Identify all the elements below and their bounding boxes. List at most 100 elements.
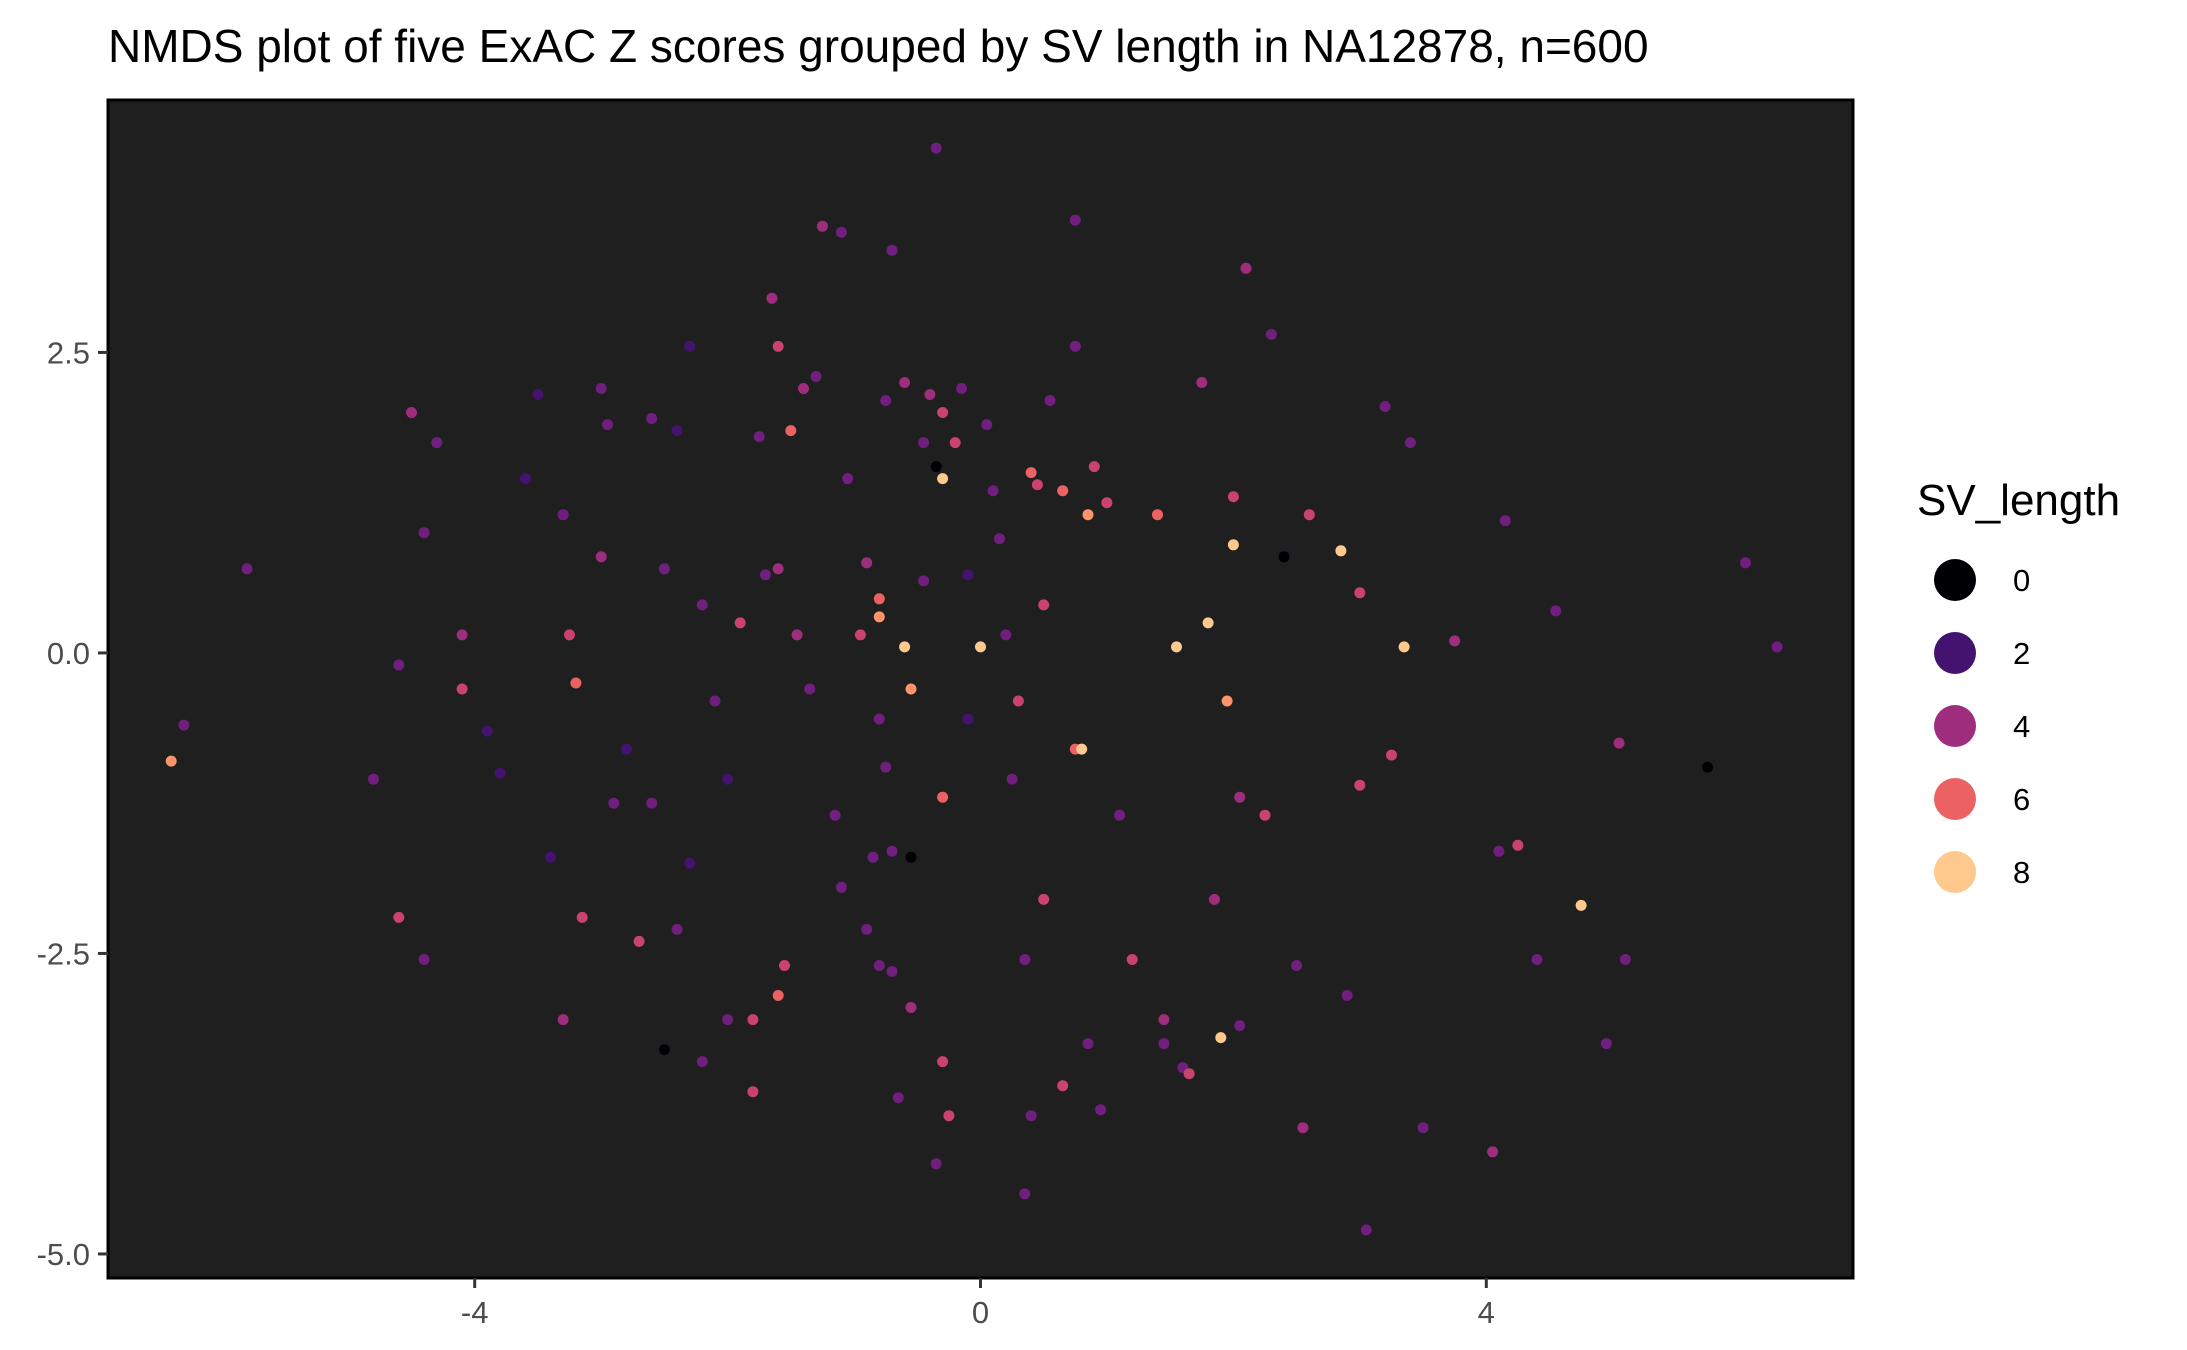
data-point: [1069, 214, 1081, 226]
data-point: [930, 142, 942, 154]
data-point: [1101, 497, 1113, 509]
data-point: [1499, 515, 1511, 527]
data-point: [709, 695, 721, 707]
data-point: [1417, 1122, 1429, 1134]
data-point: [576, 911, 588, 923]
data-point: [1600, 1038, 1612, 1050]
data-point: [924, 389, 936, 400]
data-point: [747, 1014, 759, 1026]
data-point: [842, 473, 854, 485]
data-point: [1183, 1068, 1195, 1080]
data-point: [835, 881, 847, 893]
axes: -4 0 4 -5.0 -2.5 0.0 2.5: [37, 335, 1495, 1330]
data-point: [816, 220, 828, 232]
data-point: [854, 629, 866, 641]
data-point: [1335, 545, 1347, 557]
data-point: [684, 857, 696, 869]
data-point: [1082, 1038, 1094, 1050]
data-point: [779, 960, 790, 971]
data-point: [608, 797, 620, 809]
data-point: [545, 851, 557, 863]
data-point: [595, 551, 607, 563]
data-point: [633, 935, 645, 947]
data-point: [1386, 749, 1397, 761]
data-point: [1019, 1188, 1031, 1200]
data-point: [1196, 377, 1208, 388]
data-point: [873, 960, 885, 971]
data-point: [1619, 954, 1631, 965]
legend-key: [1934, 851, 1976, 893]
data-point: [918, 575, 930, 587]
data-point: [1550, 605, 1562, 617]
data-point: [1215, 1032, 1227, 1044]
data-point: [557, 509, 569, 521]
data-point: [1379, 401, 1391, 412]
data-point: [734, 617, 746, 629]
data-point: [899, 377, 911, 388]
data-point: [1025, 1110, 1037, 1122]
data-point: [772, 990, 784, 1001]
data-point: [760, 569, 771, 581]
data-point: [1202, 617, 1214, 629]
data-point: [178, 719, 190, 731]
data-point: [696, 1056, 708, 1068]
data-point: [1771, 641, 1783, 653]
legend-key: [1934, 705, 1976, 747]
data-point: [1227, 539, 1239, 551]
data-point: [880, 395, 892, 406]
data-point: [1208, 893, 1220, 905]
data-point: [722, 1014, 734, 1026]
y-tick-label: -5.0: [37, 1237, 90, 1272]
data-point: [658, 1044, 670, 1056]
data-point: [1702, 761, 1714, 773]
data-point: [886, 244, 898, 256]
data-point: [696, 599, 708, 611]
data-point: [886, 966, 898, 977]
data-point: [1069, 340, 1081, 352]
data-point: [1360, 1224, 1372, 1236]
data-point: [949, 437, 961, 449]
y-tick-label: 0.0: [47, 636, 90, 671]
data-point: [1740, 557, 1751, 569]
data-point: [1341, 990, 1353, 1001]
data-point: [1057, 1080, 1069, 1092]
data-point: [937, 791, 949, 803]
data-point: [1487, 1146, 1499, 1158]
data-point: [905, 683, 917, 695]
data-point: [962, 713, 974, 725]
data-point: [671, 923, 683, 935]
data-point: [165, 755, 177, 767]
data-point: [867, 851, 879, 863]
data-point: [873, 593, 885, 605]
data-point: [1512, 839, 1524, 851]
data-point: [1095, 1104, 1107, 1116]
data-point: [892, 1092, 904, 1104]
data-point: [873, 713, 885, 725]
data-point: [994, 533, 1005, 545]
data-point: [861, 557, 873, 569]
data-point: [671, 425, 683, 437]
data-point: [1006, 773, 1018, 785]
data-point: [368, 773, 379, 785]
data-point: [620, 743, 632, 755]
data-point: [987, 485, 999, 497]
data-point: [1291, 960, 1303, 971]
data-point: [494, 767, 506, 779]
data-point: [1088, 461, 1100, 473]
data-point: [456, 683, 468, 695]
data-point: [1278, 551, 1290, 563]
data-point: [1057, 485, 1069, 497]
data-point: [393, 659, 405, 671]
data-point: [1158, 1038, 1170, 1050]
data-point: [1449, 635, 1461, 647]
data-point: [1221, 695, 1233, 707]
data-point: [962, 569, 974, 581]
data-point: [646, 797, 658, 809]
data-point: [519, 473, 531, 485]
data-point: [570, 677, 582, 689]
data-point: [1575, 899, 1587, 911]
data-point: [905, 851, 917, 863]
data-point: [1044, 395, 1056, 406]
legend-label: 8: [2013, 855, 2030, 890]
data-point: [1038, 893, 1050, 905]
